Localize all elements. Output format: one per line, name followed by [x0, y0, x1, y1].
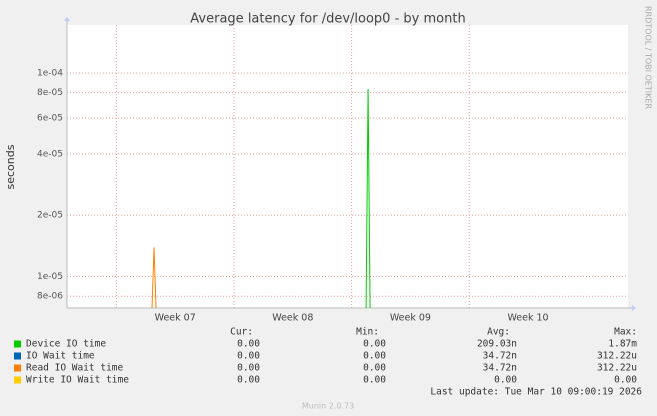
legend-swatch	[14, 364, 21, 372]
summary-value: 0.00	[363, 339, 386, 350]
chart-title: Average latency for /dev/loop0 - by mont…	[190, 12, 465, 27]
plot-area	[67, 25, 628, 308]
spike	[151, 247, 157, 309]
x-tick-label: Week 10	[507, 313, 548, 324]
x-tick-label: Week 08	[272, 313, 313, 324]
summary-header: Max:	[614, 327, 637, 338]
summary-value: 0.00	[363, 375, 386, 386]
summary-value: 0.00	[363, 363, 386, 374]
summary-value: 0.00	[237, 351, 260, 362]
y-tick-label: 1e-04	[37, 68, 63, 78]
legend-swatch	[14, 352, 21, 360]
summary-value: 0.00	[363, 351, 386, 362]
summary-value: 34.72n	[483, 351, 517, 362]
y-tick-label: 6e-05	[37, 114, 63, 124]
legend-entry: Write IO Wait time	[26, 375, 129, 386]
x-tick-label: Week 07	[155, 313, 196, 324]
axis-arrow	[64, 17, 70, 21]
side-label: RRDTOOL / TOBI OETIKER	[644, 6, 653, 109]
summary-value: 209.03n	[477, 339, 517, 350]
y-tick-label: 2e-05	[37, 211, 63, 221]
summary-value: 0.00	[237, 363, 260, 374]
y-tick-label: 1e-05	[37, 272, 63, 282]
summary-value: 1.87m	[608, 339, 637, 350]
summary-value: 0.00	[494, 375, 517, 386]
x-tick-label: Week 09	[390, 313, 431, 324]
legend-entry: IO Wait time	[26, 351, 95, 362]
summary-value: 0.00	[237, 339, 260, 350]
summary-value: 0.00	[614, 375, 637, 386]
axis-arrow	[632, 305, 636, 311]
y-tick-label: 8e-06	[37, 292, 63, 302]
y-tick-label: 8e-05	[37, 88, 63, 98]
summary-value: 312.22u	[597, 363, 637, 374]
legend-swatch	[14, 376, 21, 384]
legend-entry: Read IO Wait time	[26, 363, 124, 374]
summary-value: 0.00	[237, 375, 260, 386]
summary-value: 34.72n	[483, 363, 517, 374]
summary-value: 312.22u	[597, 351, 637, 362]
y-tick-label: 4e-05	[37, 149, 63, 159]
summary-header: Avg:	[487, 327, 510, 338]
summary-header: Min:	[356, 327, 379, 338]
footer: Munin 2.0.73	[302, 402, 354, 411]
legend-swatch	[14, 340, 21, 348]
last-update: Last update: Tue Mar 10 09:00:19 2026	[430, 387, 642, 398]
legend-entry: Device IO time	[26, 339, 106, 350]
summary-header: Cur:	[230, 327, 253, 338]
y-axis-label: seconds	[4, 144, 17, 189]
spike	[365, 88, 371, 309]
